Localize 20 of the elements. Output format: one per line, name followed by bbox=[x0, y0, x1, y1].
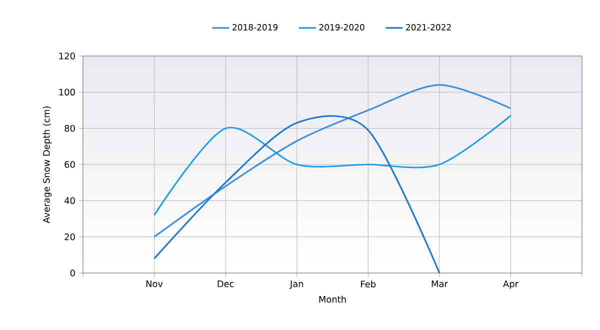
legend-label: 2018-2019 bbox=[232, 24, 278, 30]
x-tick-label: Dec bbox=[218, 280, 234, 288]
x-tick-label: Jan bbox=[289, 280, 304, 289]
y-tick-label: 60 bbox=[64, 161, 75, 168]
line-series bbox=[153, 114, 512, 216]
y-tick-label: 40 bbox=[64, 197, 75, 204]
x-tick-label: Nov bbox=[146, 280, 163, 288]
y-tick-label: 100 bbox=[59, 88, 75, 96]
x-axis-title: Month bbox=[319, 296, 346, 303]
line-series bbox=[153, 84, 512, 238]
y-tick-label: 0 bbox=[70, 270, 75, 276]
x-tick-label: Feb bbox=[361, 280, 376, 288]
y-tick-label: 80 bbox=[64, 124, 75, 132]
legend-label: 2019-2020 bbox=[319, 24, 364, 30]
y-axis-title: Average Snow Depth (cm) bbox=[42, 106, 52, 224]
x-tick-label: Mar bbox=[432, 280, 448, 288]
y-tick-label: 20 bbox=[64, 233, 75, 240]
legend-label: 2021-2022 bbox=[406, 24, 451, 30]
y-tick-label: 120 bbox=[59, 52, 75, 60]
x-tick-label: Apr bbox=[503, 280, 518, 289]
